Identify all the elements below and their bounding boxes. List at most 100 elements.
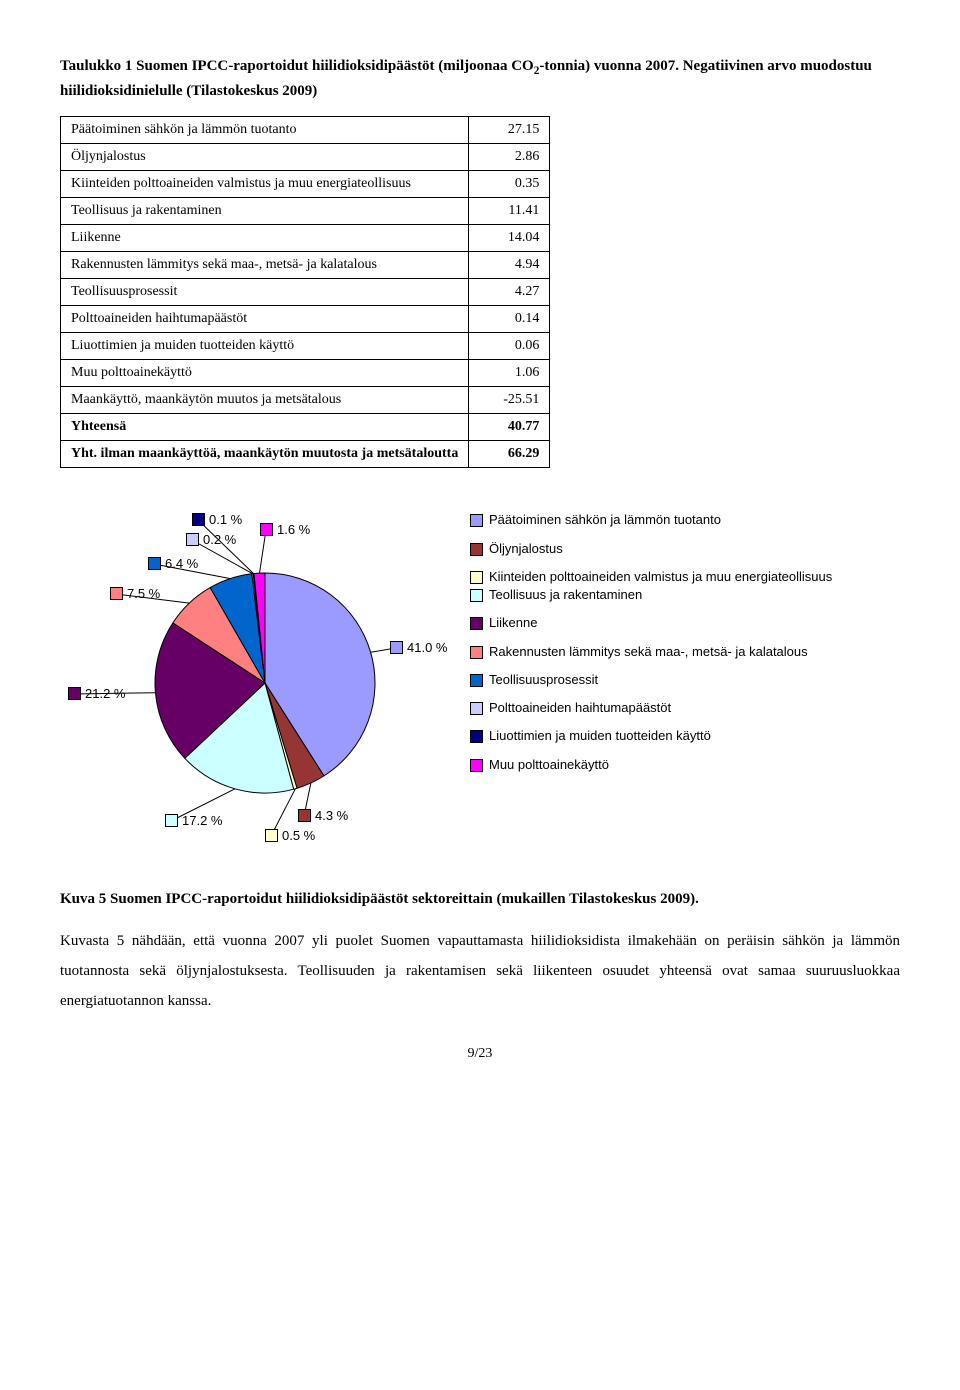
pie-label-swatch xyxy=(298,809,311,822)
pie-label-swatch xyxy=(390,641,403,654)
table-row: Kiinteiden polttoaineiden valmistus ja m… xyxy=(61,171,550,198)
row-value: -25.51 xyxy=(469,387,550,414)
legend-label: Liuottimien ja muiden tuotteiden käyttö xyxy=(489,728,711,744)
legend-swatch xyxy=(470,702,483,715)
pie-label-text: 1.6 % xyxy=(277,522,310,537)
row-label: Rakennusten lämmitys sekä maa-, metsä- j… xyxy=(61,252,469,279)
legend-swatch xyxy=(470,543,483,556)
pie-label: 17.2 % xyxy=(165,813,222,828)
pie-label: 1.6 % xyxy=(260,522,310,537)
table-row: Polttoaineiden haihtumapäästöt0.14 xyxy=(61,306,550,333)
pie-label-swatch xyxy=(68,687,81,700)
legend-label: Päätoiminen sähkön ja lämmön tuotanto xyxy=(489,512,721,528)
legend-label: Polttoaineiden haihtumapäästöt xyxy=(489,700,671,716)
table-total-row: Yht. ilman maankäyttöä, maankäytön muuto… xyxy=(61,441,550,468)
legend-label: Liikenne xyxy=(489,615,537,631)
pie-label: 0.1 % xyxy=(192,512,242,527)
legend-swatch xyxy=(470,730,483,743)
pie-label: 7.5 % xyxy=(110,586,160,601)
legend-swatch xyxy=(470,646,483,659)
pie-label-text: 41.0 % xyxy=(407,640,447,655)
pie-label: 41.0 % xyxy=(390,640,447,655)
row-label: Polttoaineiden haihtumapäästöt xyxy=(61,306,469,333)
row-label: Teollisuus ja rakentaminen xyxy=(61,198,469,225)
legend-label: Muu polttoainekäyttö xyxy=(489,757,609,773)
row-label: Yht. ilman maankäyttöä, maankäytön muuto… xyxy=(61,441,469,468)
table-row: Rakennusten lämmitys sekä maa-, metsä- j… xyxy=(61,252,550,279)
row-value: 2.86 xyxy=(469,144,550,171)
pie-label-swatch xyxy=(148,557,161,570)
body-paragraph: Kuvasta 5 nähdään, että vuonna 2007 yli … xyxy=(60,926,900,1016)
chart-row: 41.0 % 4.3 %0.5 % 17.2 % 21.2 % 7.5 % 6.4 % 0.… xyxy=(60,508,900,848)
row-value: 66.29 xyxy=(469,441,550,468)
table-total-row: Yhteensä40.77 xyxy=(61,414,550,441)
table-row: Liuottimien ja muiden tuotteiden käyttö0… xyxy=(61,333,550,360)
page-number: 9/23 xyxy=(60,1046,900,1062)
table-row: Päätoiminen sähkön ja lämmön tuotanto27.… xyxy=(61,117,550,144)
row-label: Yhteensä xyxy=(61,414,469,441)
row-value: 1.06 xyxy=(469,360,550,387)
pie-label-text: 17.2 % xyxy=(182,813,222,828)
legend-label: Rakennusten lämmitys sekä maa-, metsä- j… xyxy=(489,644,808,660)
legend-item: Öljynjalostus xyxy=(470,541,832,557)
emissions-table: Päätoiminen sähkön ja lämmön tuotanto27.… xyxy=(60,116,550,468)
table-row: Öljynjalostus2.86 xyxy=(61,144,550,171)
pie-legend: Päätoiminen sähkön ja lämmön tuotanto Ölj… xyxy=(470,508,832,785)
table-row: Teollisuusprosessit4.27 xyxy=(61,279,550,306)
pie-label-swatch xyxy=(165,814,178,827)
legend-item: Rakennusten lämmitys sekä maa-, metsä- j… xyxy=(470,644,832,660)
legend-item: Kiinteiden polttoaineiden valmistus ja m… xyxy=(470,569,832,585)
pie-label: 6.4 % xyxy=(148,556,198,571)
caption-text-a: Taulukko 1 Suomen IPCC-raportoidut hiili… xyxy=(60,58,534,74)
table-row: Teollisuus ja rakentaminen11.41 xyxy=(61,198,550,225)
legend-item: Teollisuus ja rakentaminen xyxy=(470,587,832,603)
pie-label: 4.3 % xyxy=(298,808,348,823)
row-value: 14.04 xyxy=(469,225,550,252)
pie-label-swatch xyxy=(265,829,278,842)
row-label: Liikenne xyxy=(61,225,469,252)
pie-label-text: 4.3 % xyxy=(315,808,348,823)
figure-caption: Kuva 5 Suomen IPCC-raportoidut hiilidiok… xyxy=(60,888,900,911)
pie-label-text: 7.5 % xyxy=(127,586,160,601)
legend-swatch xyxy=(470,514,483,527)
legend-item: Teollisuusprosessit xyxy=(470,672,832,688)
legend-label: Kiinteiden polttoaineiden valmistus ja m… xyxy=(489,569,832,585)
row-label: Liuottimien ja muiden tuotteiden käyttö xyxy=(61,333,469,360)
legend-swatch xyxy=(470,589,483,602)
row-label: Kiinteiden polttoaineiden valmistus ja m… xyxy=(61,171,469,198)
row-label: Maankäyttö, maankäytön muutos ja metsäta… xyxy=(61,387,469,414)
row-value: 0.35 xyxy=(469,171,550,198)
legend-swatch xyxy=(470,571,483,584)
pie-label-text: 6.4 % xyxy=(165,556,198,571)
pie-label-swatch xyxy=(192,513,205,526)
row-value: 0.14 xyxy=(469,306,550,333)
pie-chart: 41.0 %4.3 %0.5 %17.2 %21.2 %7.5 %6.4 %0.… xyxy=(60,508,440,848)
row-value: 0.06 xyxy=(469,333,550,360)
legend-item: Liikenne xyxy=(470,615,832,631)
pie-label: 0.2 % xyxy=(186,532,236,547)
legend-swatch xyxy=(470,674,483,687)
row-value: 4.94 xyxy=(469,252,550,279)
pie-label-swatch xyxy=(260,523,273,536)
table-row: Muu polttoainekäyttö1.06 xyxy=(61,360,550,387)
pie-label-text: 21.2 % xyxy=(85,686,125,701)
pie-label-swatch xyxy=(110,587,123,600)
table-caption: Taulukko 1 Suomen IPCC-raportoidut hiili… xyxy=(60,55,900,102)
legend-item: Liuottimien ja muiden tuotteiden käyttö xyxy=(470,728,832,744)
row-label: Öljynjalostus xyxy=(61,144,469,171)
legend-swatch xyxy=(470,759,483,772)
table-row: Liikenne14.04 xyxy=(61,225,550,252)
legend-item: Muu polttoainekäyttö xyxy=(470,757,832,773)
table-row: Maankäyttö, maankäytön muutos ja metsäta… xyxy=(61,387,550,414)
pie-label-text: 0.5 % xyxy=(282,828,315,843)
legend-label: Teollisuusprosessit xyxy=(489,672,598,688)
row-label: Päätoiminen sähkön ja lämmön tuotanto xyxy=(61,117,469,144)
pie-label-text: 0.2 % xyxy=(203,532,236,547)
pie-label-text: 0.1 % xyxy=(209,512,242,527)
legend-label: Teollisuus ja rakentaminen xyxy=(489,587,642,603)
row-value: 40.77 xyxy=(469,414,550,441)
row-label: Muu polttoainekäyttö xyxy=(61,360,469,387)
legend-item: Polttoaineiden haihtumapäästöt xyxy=(470,700,832,716)
pie-label-swatch xyxy=(186,533,199,546)
row-value: 27.15 xyxy=(469,117,550,144)
